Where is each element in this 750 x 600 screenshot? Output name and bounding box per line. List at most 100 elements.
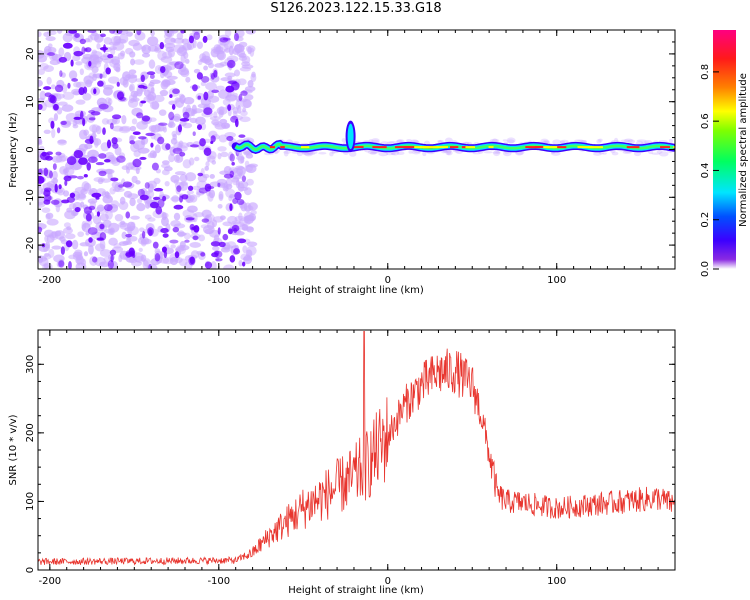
noise-blob — [85, 79, 93, 88]
noise-blob-strong — [174, 61, 184, 70]
colorbar-tick-label: 0.8 — [700, 64, 711, 80]
noise-blob — [139, 227, 145, 233]
noise-blob — [163, 30, 175, 34]
noise-blob — [149, 101, 160, 110]
noise-blob-strong — [68, 261, 72, 269]
band-halo — [304, 151, 314, 157]
band-halo — [406, 138, 412, 143]
noise-blob-strong — [129, 140, 136, 145]
noise-blob — [135, 180, 141, 185]
noise-blob-strong — [54, 183, 58, 193]
band-halo — [495, 151, 500, 154]
noise-blob-strong — [38, 103, 43, 111]
noise-blob-strong — [222, 37, 231, 41]
spectrogram-x-tick-label: -200 — [38, 275, 61, 286]
noise-blob-strong — [90, 111, 101, 116]
noise-blob-strong — [74, 33, 80, 39]
noise-blob — [77, 231, 85, 238]
noise-blob — [168, 100, 178, 106]
noise-blob — [244, 160, 250, 168]
noise-blob-strong — [179, 151, 186, 157]
noise-blob-strong — [172, 147, 183, 155]
noise-blob — [89, 124, 100, 133]
noise-blob — [51, 128, 56, 139]
signal-hot-spot — [543, 146, 550, 149]
signal-hot-spot — [280, 146, 285, 149]
noise-blob — [49, 59, 60, 66]
noise-blob — [162, 79, 171, 87]
noise-blob-strong — [222, 233, 229, 241]
noise-blob — [96, 42, 101, 50]
noise-blob — [160, 56, 173, 63]
noise-blob — [129, 83, 135, 93]
noise-blob — [92, 73, 98, 81]
noise-blob-strong — [43, 199, 51, 205]
noise-blob-strong — [141, 230, 146, 239]
noise-blob — [96, 204, 105, 212]
signal-hot-spot — [577, 146, 594, 149]
noise-blob-strong — [233, 248, 241, 255]
noise-blob — [196, 41, 204, 49]
band-halo — [408, 150, 413, 154]
noise-blob-strong — [227, 104, 232, 112]
noise-blob — [50, 84, 56, 90]
colorbar: 0.0 0.2 0.4 0.6 0.8 Normalized spectral ampl… — [700, 30, 749, 277]
noise-blob — [94, 243, 106, 252]
noise-blob — [106, 192, 111, 200]
noise-blob-strong — [96, 211, 101, 217]
noise-blob — [61, 104, 74, 112]
noise-blob-strong — [140, 74, 145, 83]
noise-blob — [59, 155, 69, 162]
noise-blob-strong — [125, 251, 135, 257]
noise-blob-strong — [229, 153, 235, 162]
band-halo — [311, 150, 318, 154]
noise-blob-strong — [111, 114, 122, 120]
noise-blob — [38, 54, 48, 63]
noise-blob — [68, 70, 78, 80]
signal-hot-spot — [626, 146, 640, 149]
noise-blob — [237, 78, 247, 86]
noise-blob-strong — [169, 239, 179, 244]
signal-hot-spot — [269, 146, 275, 149]
noise-blob — [218, 191, 224, 200]
signal-hot-spot — [300, 146, 310, 149]
noise-blob-strong — [203, 107, 213, 115]
noise-blob — [154, 144, 161, 154]
noise-blob-strong — [103, 159, 111, 163]
band-halo — [411, 150, 421, 155]
noise-blob — [121, 114, 127, 125]
snr-y-tick-label: 0 — [25, 567, 36, 573]
noise-blob — [127, 74, 138, 84]
noise-blob-strong — [215, 258, 223, 262]
noise-blob — [242, 99, 252, 109]
noise-blob — [246, 241, 258, 247]
noise-blob — [232, 175, 242, 180]
noise-blob-strong — [204, 261, 213, 269]
band-halo — [309, 140, 316, 144]
band-halo — [437, 139, 444, 143]
noise-blob — [38, 186, 44, 196]
noise-blob-strong — [105, 67, 111, 75]
noise-blob — [243, 215, 249, 224]
noise-blob — [55, 204, 61, 213]
noise-blob-strong — [192, 84, 198, 92]
noise-blob — [106, 118, 118, 126]
noise-blob — [107, 156, 119, 165]
noise-blob — [238, 212, 243, 221]
noise-blob — [38, 97, 45, 102]
noise-blob — [58, 47, 65, 57]
noise-blob — [129, 51, 136, 58]
band-halo — [396, 139, 403, 144]
noise-blob — [211, 119, 220, 126]
band-halo — [367, 150, 378, 155]
noise-blob — [212, 216, 224, 223]
signal-hot-spot — [422, 146, 439, 149]
noise-blob — [131, 118, 138, 125]
noise-blob — [223, 48, 231, 53]
noise-blob-strong — [109, 30, 116, 34]
noise-blob — [108, 237, 118, 246]
noise-blob-strong — [67, 82, 71, 89]
noise-blob — [101, 190, 107, 198]
noise-blob — [130, 90, 139, 98]
